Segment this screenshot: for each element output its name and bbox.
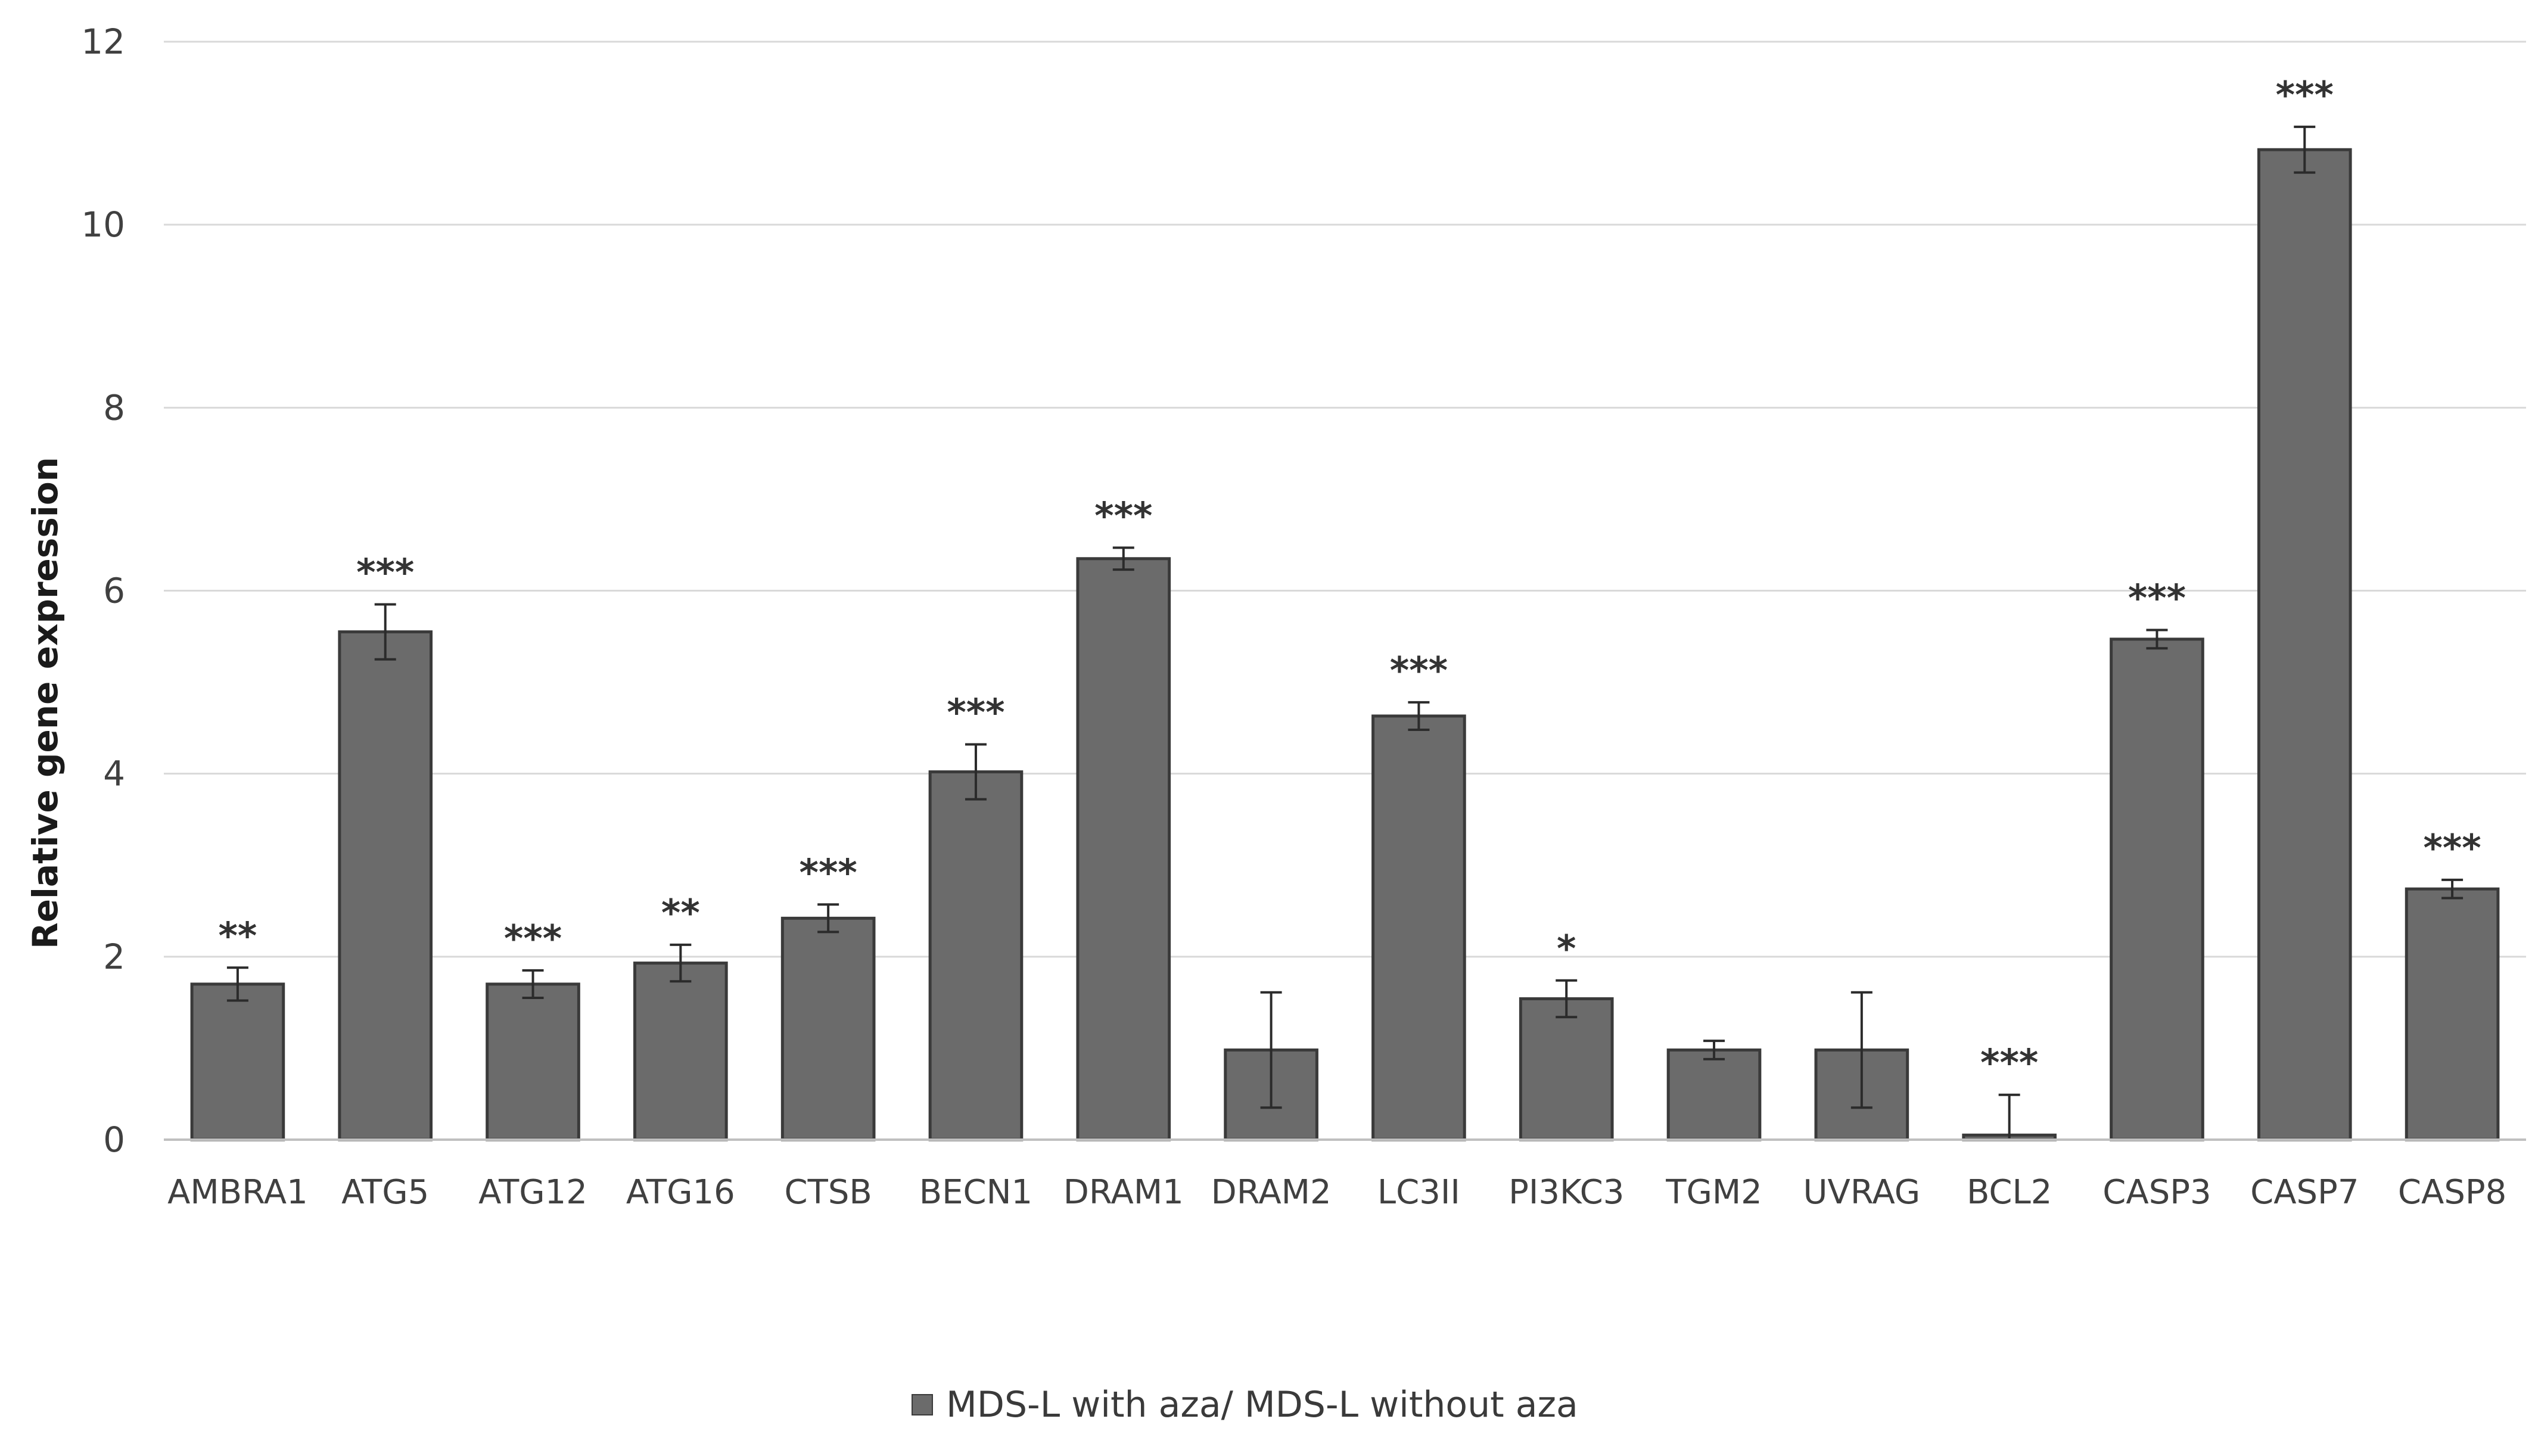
bar-atg12 bbox=[486, 982, 580, 1141]
y-axis-ticks: 0 2 4 6 8 10 12 bbox=[81, 21, 125, 1160]
error-bars bbox=[226, 125, 2464, 1141]
y-axis-label-text: Relative gene expression bbox=[25, 457, 66, 949]
significance-marker: *** bbox=[2276, 73, 2334, 117]
error-bar-tgm2 bbox=[1703, 1040, 1725, 1060]
bar-atg5 bbox=[338, 630, 433, 1141]
error-bar-casp8 bbox=[2441, 878, 2464, 900]
x-tick-label: DRAM2 bbox=[1211, 1173, 1332, 1212]
y-axis-label: Relative gene expression bbox=[25, 457, 66, 949]
error-bar-uvrag bbox=[1850, 991, 1873, 1109]
significance-marker: * bbox=[1557, 927, 1576, 970]
significance-marker: *** bbox=[504, 917, 562, 960]
x-tick-label: TGM2 bbox=[1665, 1173, 1762, 1212]
significance-marker: ** bbox=[661, 891, 700, 935]
error-bar-atg12 bbox=[522, 969, 544, 999]
error-bar-lc3ii bbox=[1408, 701, 1430, 731]
x-axis-ticks: AMBRA1 ATG5 ATG12 ATG16 CTSB BECN1 DRAM1 DRAM2 L… bbox=[167, 1173, 2506, 1212]
x-tick-label: ATG12 bbox=[478, 1173, 587, 1212]
error-bar-bcl2 bbox=[1998, 1093, 2020, 1141]
error-bar-dram1 bbox=[1112, 546, 1134, 571]
y-tick-label: 4 bbox=[103, 754, 125, 794]
significance-marker: *** bbox=[356, 551, 414, 595]
x-tick-label: BECN1 bbox=[919, 1173, 1032, 1212]
y-tick-label: 0 bbox=[103, 1119, 125, 1160]
y-tick-label: 10 bbox=[81, 204, 125, 245]
y-tick-label: 2 bbox=[103, 937, 125, 977]
bar-becn1 bbox=[928, 770, 1024, 1141]
x-tick-label: CASP7 bbox=[2250, 1173, 2359, 1212]
bar-ctsb bbox=[780, 916, 876, 1141]
significance-marker: *** bbox=[1390, 649, 1448, 692]
bar-tgm2 bbox=[1666, 1048, 1762, 1141]
legend-swatch bbox=[912, 1394, 933, 1415]
legend-label: MDS-L with aza/ MDS-L without aza bbox=[946, 1384, 1578, 1426]
bar-pi3kc3 bbox=[1519, 997, 1614, 1141]
error-bar-pi3kc3 bbox=[1556, 979, 1578, 1019]
bar-casp8 bbox=[2405, 887, 2500, 1141]
bar-ambra1 bbox=[190, 982, 285, 1141]
error-bar-casp7 bbox=[2294, 125, 2316, 174]
x-tick-label: CASP3 bbox=[2102, 1173, 2211, 1212]
bar-casp7 bbox=[2257, 148, 2352, 1141]
significance-markers: *********************************** bbox=[218, 73, 2481, 1085]
bar-atg16 bbox=[633, 962, 728, 1141]
x-tick-label: UVRAG bbox=[1803, 1173, 1921, 1212]
x-tick-label: ATG16 bbox=[626, 1173, 735, 1212]
x-tick-label: BCL2 bbox=[1967, 1173, 2052, 1212]
y-tick-label: 8 bbox=[103, 387, 125, 428]
error-bar-atg5 bbox=[374, 603, 396, 661]
significance-marker: *** bbox=[1980, 1041, 2038, 1085]
significance-marker: *** bbox=[2128, 577, 2186, 620]
significance-marker: *** bbox=[2423, 826, 2481, 870]
bars bbox=[190, 148, 2500, 1141]
x-tick-label: PI3KC3 bbox=[1508, 1173, 1624, 1212]
significance-marker: *** bbox=[800, 851, 857, 894]
bar-lc3ii bbox=[1371, 714, 1466, 1141]
error-bar-becn1 bbox=[965, 743, 987, 801]
x-tick-label: LC3II bbox=[1377, 1173, 1460, 1212]
error-bar-casp3 bbox=[2146, 629, 2168, 650]
error-bar-ambra1 bbox=[226, 966, 248, 1002]
error-bar-atg16 bbox=[670, 943, 692, 983]
error-bar-dram2 bbox=[1260, 991, 1282, 1109]
bar-casp3 bbox=[2110, 637, 2204, 1141]
y-tick-label: 12 bbox=[81, 21, 125, 62]
legend: MDS-L with aza/ MDS-L without aza bbox=[912, 1381, 1578, 1429]
y-tick-label: 6 bbox=[103, 571, 125, 611]
error-bar-ctsb bbox=[817, 903, 839, 934]
x-tick-label: DRAM1 bbox=[1063, 1173, 1184, 1212]
x-tick-label: AMBRA1 bbox=[167, 1173, 308, 1212]
x-tick-label: CTSB bbox=[785, 1173, 872, 1212]
significance-marker: ** bbox=[218, 914, 257, 957]
x-tick-label: ATG5 bbox=[341, 1173, 429, 1212]
x-tick-label: CASP8 bbox=[2398, 1173, 2506, 1212]
bar-dram1 bbox=[1076, 557, 1171, 1141]
significance-marker: *** bbox=[1094, 494, 1152, 537]
significance-marker: *** bbox=[947, 691, 1004, 735]
